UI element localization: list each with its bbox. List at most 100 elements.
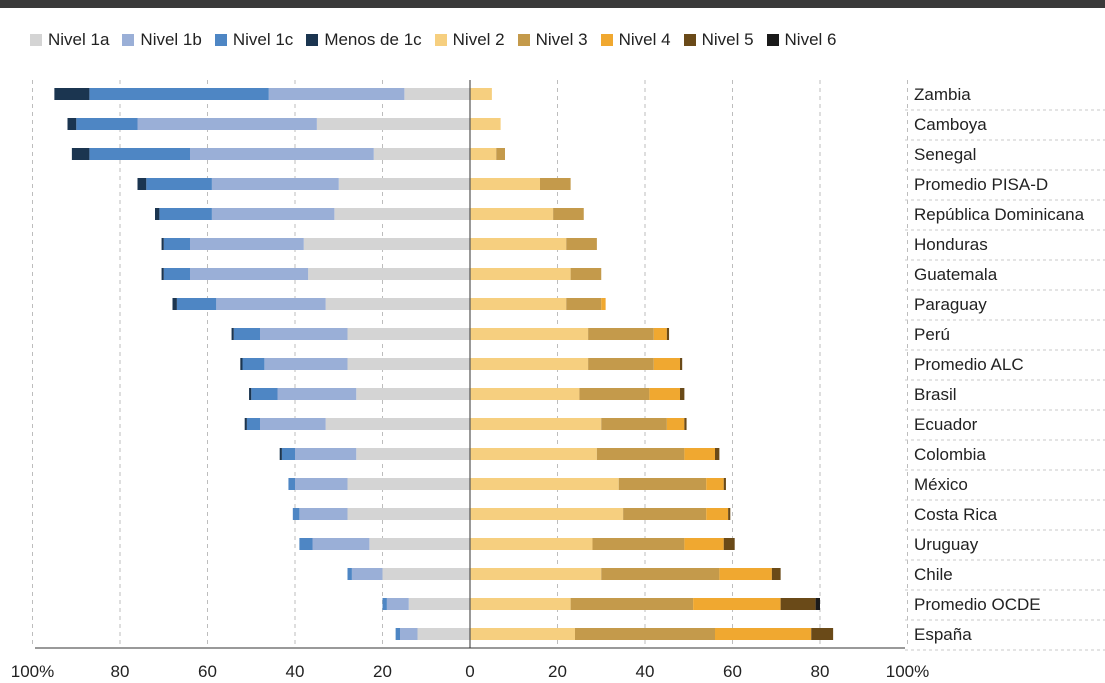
x-tick-label: 100% <box>886 662 929 681</box>
bar-segment <box>216 298 326 310</box>
bar-segment <box>470 568 602 580</box>
bar-segment <box>299 508 348 520</box>
x-tick-label: 80 <box>811 662 830 681</box>
legend-label: Nivel 3 <box>535 30 588 49</box>
bar-segment <box>470 328 589 340</box>
bar-segment <box>666 418 685 430</box>
legend-swatch <box>517 34 530 46</box>
x-tick-label: 20 <box>373 662 392 681</box>
legend-label: Nivel 4 <box>618 30 671 49</box>
category-label: Promedio PISA-D <box>914 175 1048 194</box>
legend-swatch <box>306 34 319 46</box>
bar-segment <box>570 598 694 610</box>
category-label: Chile <box>914 565 953 584</box>
bar-segment <box>470 208 554 220</box>
bar-segment <box>244 418 247 430</box>
category-label: Costa Rica <box>914 505 998 524</box>
legend-swatch <box>434 34 447 46</box>
bar-segment <box>155 208 160 220</box>
bar-segment <box>566 238 597 250</box>
bar-segment <box>693 598 781 610</box>
category-label: Camboya <box>914 115 987 134</box>
legend-label: Nivel 1b <box>140 30 202 49</box>
bar-segment <box>67 118 77 130</box>
bar-segment <box>684 538 724 550</box>
bar-segment <box>382 568 470 580</box>
top-border <box>0 0 1105 8</box>
bar-segment <box>356 448 470 460</box>
bar-segment <box>680 358 683 370</box>
bar-segment <box>288 478 295 490</box>
bar-segment <box>299 538 313 550</box>
legend-swatch <box>766 34 779 46</box>
bar-segment <box>470 478 619 490</box>
bar-segment <box>382 598 387 610</box>
x-tick-label: 60 <box>723 662 742 681</box>
bar-segment <box>386 598 409 610</box>
legend-item: Nivel 1b <box>122 30 202 50</box>
bar-segment <box>325 298 470 310</box>
bar-segment <box>251 388 278 400</box>
bar-segment <box>161 238 164 250</box>
bar-segment <box>780 598 816 610</box>
bar-segment <box>246 418 260 430</box>
bar-segment <box>172 298 177 310</box>
bar-segment <box>211 208 335 220</box>
category-label: Brasil <box>914 385 957 404</box>
bar-segment <box>408 598 470 610</box>
bar-segment <box>312 538 370 550</box>
bar-segment <box>279 448 282 460</box>
bar-segment <box>470 88 492 100</box>
bar-segment <box>601 418 667 430</box>
bar-segment <box>706 508 729 520</box>
bar-segment <box>161 268 164 280</box>
bar-segment <box>588 358 654 370</box>
bar-segment <box>347 478 470 490</box>
bar-segment <box>680 388 685 400</box>
bar-segment <box>553 208 584 220</box>
bar-segment <box>176 298 217 310</box>
bar-segment <box>351 568 383 580</box>
bar-segment <box>242 358 265 370</box>
bar-segment <box>159 208 212 220</box>
bar-segment <box>308 268 470 280</box>
bar-segment <box>277 388 357 400</box>
bar-segment <box>303 238 470 250</box>
bar-segment <box>618 478 707 490</box>
bar-segment <box>706 478 724 490</box>
bar-segment <box>649 388 680 400</box>
bar-segment <box>470 448 597 460</box>
bar-segment <box>470 388 580 400</box>
legend-item: Menos de 1c <box>306 30 422 50</box>
category-label: Uruguay <box>914 535 979 554</box>
category-label: Zambia <box>914 85 971 104</box>
bar-segment <box>496 148 505 160</box>
bar-segment <box>715 448 720 460</box>
bar-segment <box>470 118 501 130</box>
bar-segment <box>601 568 720 580</box>
legend-label: Nivel 1a <box>48 30 110 49</box>
bar-segment <box>347 328 470 340</box>
bar-segment <box>470 178 540 190</box>
bar-segment <box>470 508 624 520</box>
bar-segment <box>190 238 304 250</box>
category-label: Honduras <box>914 235 988 254</box>
x-tick-label: 20 <box>548 662 567 681</box>
x-tick-label: 40 <box>636 662 655 681</box>
legend-item: Nivel 1c <box>214 30 293 50</box>
bar-segment <box>470 538 593 550</box>
category-label: Senegal <box>914 145 976 164</box>
bar-segment <box>400 628 418 640</box>
bar-segment <box>723 478 726 490</box>
bar-segment <box>417 628 470 640</box>
bar-segment <box>719 568 772 580</box>
bar-segment <box>89 148 190 160</box>
bar-segment <box>76 118 138 130</box>
bar-segment <box>723 538 735 550</box>
bar-segment <box>281 448 295 460</box>
bar-segment <box>601 298 606 310</box>
category-label: Colombia <box>914 445 986 464</box>
bar-segment <box>470 358 589 370</box>
bar-segment <box>815 598 820 610</box>
